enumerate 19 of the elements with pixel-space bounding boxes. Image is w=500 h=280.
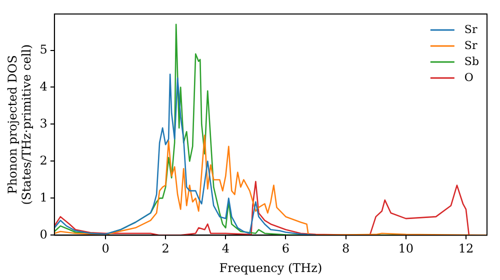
y-tick-label: 2 (40, 153, 48, 168)
y-tick-label: 1 (40, 190, 48, 204)
y-tick-label: 5 (40, 42, 48, 56)
x-tick-label: 2 (162, 242, 170, 256)
y-tick-label: 3 (40, 116, 48, 130)
x-tick-label: 8 (342, 242, 350, 256)
x-tick-label: 0 (102, 242, 110, 256)
y-axis-title: Phonon projected DOS (States/THz·primitive cell) (5, 44, 34, 205)
x-tick-label: 4 (222, 242, 230, 256)
legend-label: Sr (464, 22, 478, 36)
x-tick-label: 10 (398, 242, 414, 256)
legend-label: O (464, 70, 474, 84)
x-axis-title: Frequency (THz) (219, 260, 322, 275)
x-tick-label: 6 (282, 242, 290, 256)
legend-label: Sr (464, 38, 478, 52)
y-tick-label: 4 (40, 79, 48, 94)
y-tick-label: 0 (40, 227, 48, 242)
x-tick-label: 12 (458, 242, 474, 256)
legend-label: Sb (464, 54, 479, 68)
